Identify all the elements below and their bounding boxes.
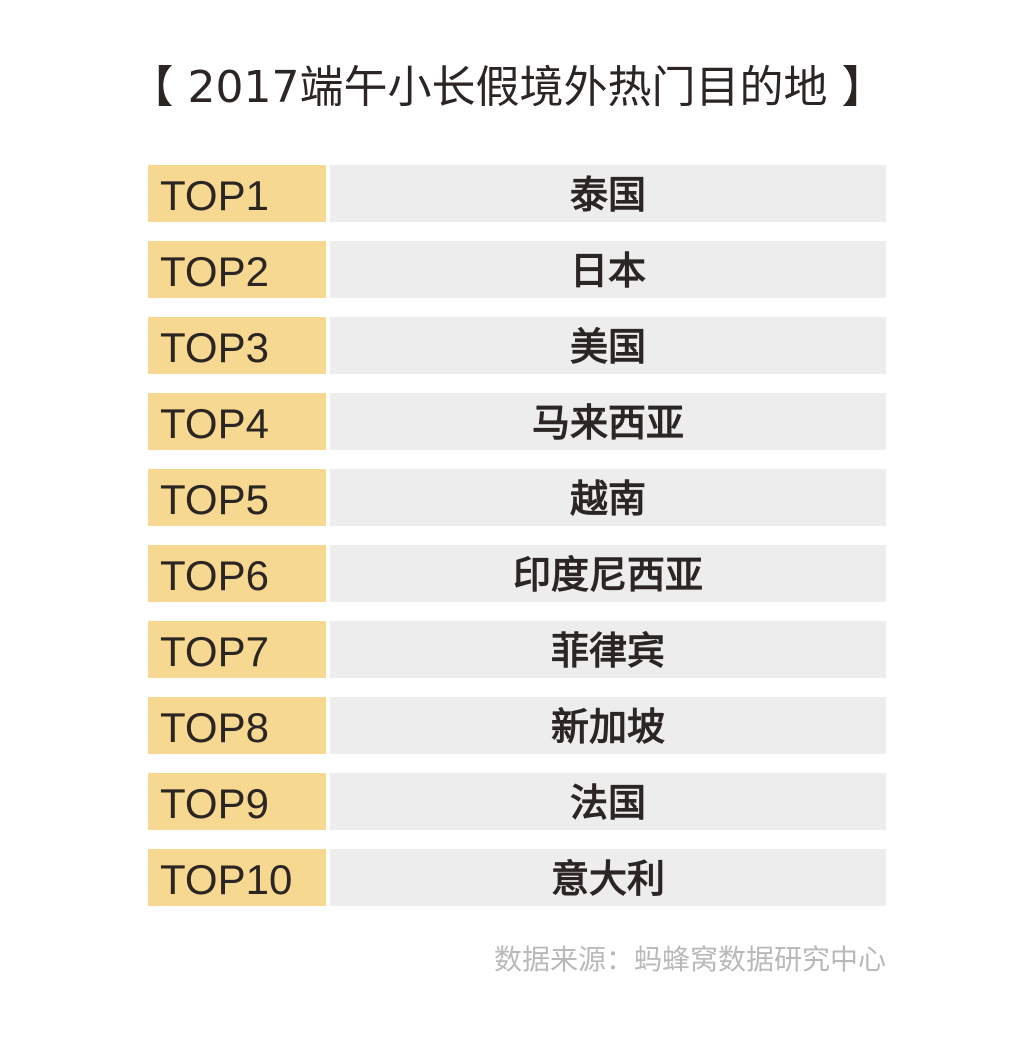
destination-name: 泰国 bbox=[330, 165, 886, 222]
table-row: TOP1 泰国 bbox=[148, 165, 886, 222]
rank-label: TOP6 bbox=[148, 545, 326, 602]
rank-label: TOP2 bbox=[148, 241, 326, 298]
destination-name: 美国 bbox=[330, 317, 886, 374]
table-row: TOP5 越南 bbox=[148, 469, 886, 526]
rank-label: TOP10 bbox=[148, 849, 326, 906]
rank-label: TOP9 bbox=[148, 773, 326, 830]
destination-name: 越南 bbox=[330, 469, 886, 526]
rank-label: TOP3 bbox=[148, 317, 326, 374]
table-row: TOP2 日本 bbox=[148, 241, 886, 298]
destination-name: 菲律宾 bbox=[330, 621, 886, 678]
destination-name: 新加坡 bbox=[330, 697, 886, 754]
row-divider bbox=[326, 317, 330, 374]
table-row: TOP8 新加坡 bbox=[148, 697, 886, 754]
destination-name: 法国 bbox=[330, 773, 886, 830]
row-divider bbox=[326, 165, 330, 222]
destination-ranking-table: TOP1 泰国 TOP2 日本 TOP3 美国 TOP4 马来西亚 TOP5 越… bbox=[148, 165, 886, 925]
row-divider bbox=[326, 773, 330, 830]
table-row: TOP4 马来西亚 bbox=[148, 393, 886, 450]
rank-label: TOP1 bbox=[148, 165, 326, 222]
rank-label: TOP8 bbox=[148, 697, 326, 754]
rank-label: TOP4 bbox=[148, 393, 326, 450]
table-row: TOP10 意大利 bbox=[148, 849, 886, 906]
destination-name: 意大利 bbox=[330, 849, 886, 906]
destination-name: 马来西亚 bbox=[330, 393, 886, 450]
table-row: TOP7 菲律宾 bbox=[148, 621, 886, 678]
row-divider bbox=[326, 621, 330, 678]
data-source-note: 数据来源：蚂蜂窝数据研究中心 bbox=[493, 943, 886, 976]
page-title: 【 2017端午小长假境外热门目的地 】 bbox=[129, 62, 886, 113]
table-row: TOP6 印度尼西亚 bbox=[148, 545, 886, 602]
row-divider bbox=[326, 469, 330, 526]
destination-name: 印度尼西亚 bbox=[330, 545, 886, 602]
rank-label: TOP7 bbox=[148, 621, 326, 678]
row-divider bbox=[326, 849, 330, 906]
destination-name: 日本 bbox=[330, 241, 886, 298]
table-row: TOP3 美国 bbox=[148, 317, 886, 374]
row-divider bbox=[326, 241, 330, 298]
row-divider bbox=[326, 545, 330, 602]
row-divider bbox=[326, 393, 330, 450]
row-divider bbox=[326, 697, 330, 754]
table-row: TOP9 法国 bbox=[148, 773, 886, 830]
rank-label: TOP5 bbox=[148, 469, 326, 526]
